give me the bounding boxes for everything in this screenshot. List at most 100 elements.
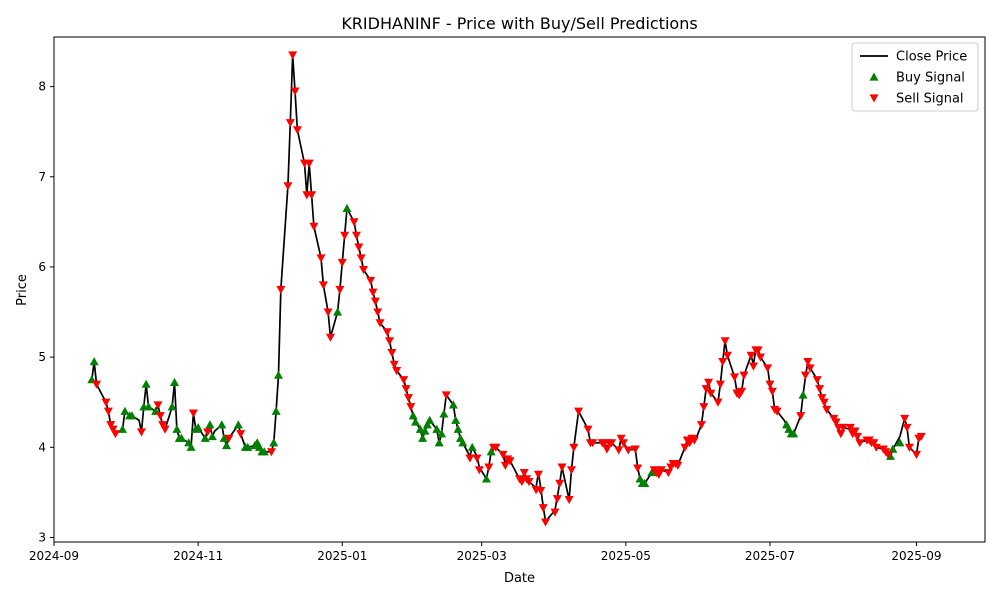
legend-box xyxy=(851,42,979,112)
sell-signal-marker xyxy=(574,407,584,416)
buy-signal-marker xyxy=(481,474,491,483)
sell-signal-marker xyxy=(852,432,862,441)
sell-signal-marker xyxy=(623,446,633,455)
sell-signal-marker xyxy=(602,445,612,454)
sell-signal-marker xyxy=(618,439,628,448)
sell-signal-marker xyxy=(276,285,286,294)
sell-signal-marker xyxy=(158,421,168,430)
sell-signal-marker xyxy=(812,376,822,385)
sell-signal-marker xyxy=(375,319,385,328)
legend-sell-swatch xyxy=(869,94,879,103)
legend-buy-swatch xyxy=(869,72,879,81)
buy-signal-marker xyxy=(453,424,463,433)
sell-signal-marker xyxy=(517,477,527,487)
sell-signal-marker xyxy=(136,428,146,437)
buy-signal-marker xyxy=(467,442,477,451)
sell-signal-marker xyxy=(722,351,732,360)
buy-signal-marker xyxy=(425,415,435,424)
sell-signal-marker xyxy=(845,423,855,432)
buy-signal-marker xyxy=(205,420,215,429)
sell-signal-marker xyxy=(103,407,113,416)
buy-signal-marker xyxy=(207,431,217,441)
y-tick-label: 8 xyxy=(38,80,46,94)
sell-signal-marker xyxy=(699,403,709,412)
sell-signal-marker xyxy=(316,254,326,263)
sell-signal-marker xyxy=(704,378,714,387)
sell-signal-marker xyxy=(337,258,347,267)
sell-signal-marker xyxy=(756,353,766,362)
buy-signal-marker xyxy=(259,447,269,456)
buy-signal-marker xyxy=(895,438,905,447)
buy-signal-marker xyxy=(408,411,418,420)
sell-signal-marker xyxy=(796,412,806,421)
x-tick-label: 2025-07 xyxy=(745,549,795,563)
legend-label: Close Price xyxy=(896,50,967,65)
sell-signal-marker xyxy=(283,182,293,191)
buy-signal-marker xyxy=(219,433,229,442)
sell-signal-marker xyxy=(403,394,413,403)
sell-signal-marker xyxy=(718,358,728,367)
buy-signal-marker xyxy=(411,417,421,426)
sell-signal-marker xyxy=(304,159,314,168)
x-axis: 2024-09 2024-11 2025-01 2025-03 2025-05 2025-… xyxy=(29,542,942,563)
buy-signal-marker xyxy=(432,424,442,433)
plot-frame xyxy=(53,36,986,543)
sell-signal-marker xyxy=(746,351,756,360)
sell-signal-marker xyxy=(323,308,333,317)
sell-signal-marker xyxy=(831,418,841,427)
sell-signal-marker xyxy=(474,466,484,475)
sell-signal-marker xyxy=(290,87,300,96)
buy-signal-marker xyxy=(434,438,444,447)
y-tick-label: 3 xyxy=(38,530,46,544)
sell-signal-marker xyxy=(614,446,624,455)
sell-signal-marker xyxy=(765,380,775,389)
sell-signal-marker xyxy=(753,346,763,355)
sell-signal-marker xyxy=(767,387,777,396)
sell-signal-marker xyxy=(500,461,510,470)
sell-signal-marker xyxy=(356,254,366,263)
sell-signal-marker xyxy=(680,443,690,452)
x-tick-label: 2025-09 xyxy=(891,549,941,563)
sell-signal-marker xyxy=(519,468,529,478)
sell-signal-marker xyxy=(153,401,163,410)
sell-signal-marker xyxy=(836,430,846,439)
buy-signal-marker xyxy=(448,400,458,409)
buy-signal-marker xyxy=(333,307,343,316)
y-tick-label: 5 xyxy=(38,350,46,364)
sell-signal-marker xyxy=(505,457,515,466)
buy-signal-marker xyxy=(243,442,253,451)
sell-signal-marker xyxy=(805,364,815,373)
sell-signal-marker xyxy=(101,398,111,407)
buy-signal-marker xyxy=(640,478,650,487)
buy-signal-marker xyxy=(888,444,898,453)
buy-signal-marker xyxy=(458,438,468,447)
buy-signal-marker xyxy=(342,203,352,212)
buy-signal-marker xyxy=(451,415,461,424)
sell-signal-marker xyxy=(850,427,860,436)
sell-signal-marker xyxy=(340,231,350,240)
sell-signal-marker xyxy=(335,285,345,294)
buy-signal-marker xyxy=(217,420,227,429)
sell-signal-marker xyxy=(817,394,827,403)
buy-signal-marker xyxy=(798,390,808,399)
sell-signal-marker xyxy=(385,337,395,346)
buy-signal-marker xyxy=(221,441,231,450)
sell-signal-marker xyxy=(911,450,921,460)
sell-signal-marker xyxy=(715,380,725,389)
sell-signal-marker xyxy=(110,430,120,439)
sell-signal-marker xyxy=(484,463,494,472)
x-tick-label: 2025-03 xyxy=(457,549,507,563)
buy-signal-marker xyxy=(437,429,447,438)
sell-signal-marker xyxy=(588,439,598,448)
chart-title: KRIDHANINF - Price with Buy/Sell Predict… xyxy=(341,14,697,33)
sell-signal-marker xyxy=(399,376,409,385)
x-tick-label: 2025-05 xyxy=(601,549,651,563)
buy-signal-marker xyxy=(120,406,130,415)
buy-signal-marker xyxy=(170,377,180,386)
sell-signal-marker xyxy=(815,385,825,394)
buy-signal-marker xyxy=(200,433,210,442)
sell-signal-marker xyxy=(883,450,893,460)
buy-signal-marker xyxy=(269,438,279,447)
sell-signal-marker xyxy=(633,464,643,473)
